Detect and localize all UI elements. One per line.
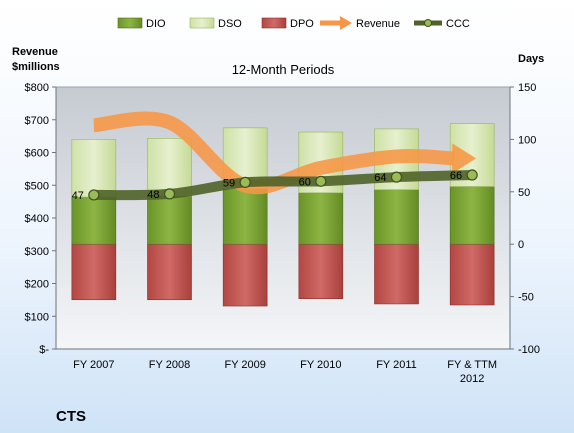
left-tick-label: $400 (25, 213, 49, 225)
right-tick-labels: -100 -50 0 50 100 150 (510, 82, 540, 356)
right-tick-label: 0 (518, 239, 524, 251)
ccc-data-label: 48 (147, 189, 159, 201)
bar-dio (449, 186, 495, 245)
bar-dpo (71, 243, 117, 301)
ccc-data-label: 66 (450, 170, 462, 182)
plot-area (55, 86, 511, 350)
left-tick-label: $300 (25, 246, 49, 258)
bar-dpo (298, 243, 344, 299)
ccc-data-label: 59 (223, 177, 235, 189)
right-tick-label: -50 (518, 292, 534, 304)
category-label: FY 2010 (300, 359, 341, 371)
left-tick-label: $700 (25, 115, 49, 127)
category-label: FY 2009 (224, 359, 265, 371)
legend-swatch-revenue-arrow (340, 16, 352, 30)
ccc-layer: 47 48 59 60 64 66 (72, 169, 478, 202)
bar-dpo (449, 243, 495, 306)
ccc-data-label: 64 (374, 172, 386, 184)
ccc-data-label: 60 (299, 176, 311, 188)
left-tick-label: $- (39, 344, 49, 356)
ccc-point (88, 189, 100, 201)
right-tick-label: 100 (518, 134, 536, 146)
category-label: FY 2011 (376, 359, 417, 371)
left-tick-label: $100 (25, 311, 49, 323)
bar-dpo (222, 243, 268, 307)
legend-label: DIO (146, 18, 166, 30)
legend-swatch-dso (189, 17, 215, 29)
legend-swatch-ccc-marker (424, 19, 432, 27)
left-axis-label-line2: $millions (12, 61, 60, 73)
bar-dio (222, 188, 268, 245)
left-tick-label: $800 (25, 82, 49, 94)
bar-dio (374, 189, 419, 245)
legend-label: Revenue (356, 18, 400, 30)
legend-label: DPO (290, 18, 314, 30)
left-tick-labels: $- $100 $200 $300 $400 $500 $600 $700 $800 (25, 82, 56, 356)
bar-dso (71, 139, 117, 198)
company-label: CTS (56, 408, 86, 425)
right-axis-label: Days (518, 53, 544, 65)
legend: DIO DSO DPO Revenue CCC (117, 16, 470, 30)
category-label: FY 2008 (149, 359, 190, 371)
ccc-point (315, 175, 327, 187)
bar-dpo (147, 243, 192, 301)
bar-dio (298, 192, 344, 245)
left-tick-label: $200 (25, 279, 49, 291)
bar-dio (147, 195, 192, 245)
ccc-line (93, 170, 473, 201)
right-tick-label: 50 (518, 187, 530, 199)
legend-label: DSO (218, 18, 242, 30)
bar-dpo (374, 243, 419, 305)
ccc-point (390, 171, 403, 183)
ccc-data-label: 47 (72, 190, 84, 202)
legend-swatch-dio (117, 17, 143, 29)
ccc-point (466, 169, 478, 181)
category-label: FY 2007 (73, 359, 114, 371)
ccc-point (239, 176, 251, 188)
category-label: FY & TTM (447, 359, 497, 371)
left-tick-label: $500 (25, 180, 49, 192)
revenue-arrowhead (452, 143, 477, 174)
bar-dso (147, 138, 192, 197)
legend-label: CCC (446, 18, 470, 30)
right-tick-label: -100 (518, 344, 540, 356)
legend-swatch-dpo (261, 17, 287, 29)
category-labels: FY 2007 FY 2008 FY 2009 FY 2010 FY 2011 FY & … (73, 359, 497, 385)
left-axis-label-line1: Revenue (12, 46, 58, 58)
category-label-line2: 2012 (460, 373, 484, 385)
right-tick-label: 150 (518, 82, 536, 94)
bar-dio (71, 196, 117, 245)
left-tick-label: $600 (25, 148, 49, 160)
chart-title: 12-Month Periods (232, 62, 335, 77)
ccc-point (163, 188, 176, 200)
